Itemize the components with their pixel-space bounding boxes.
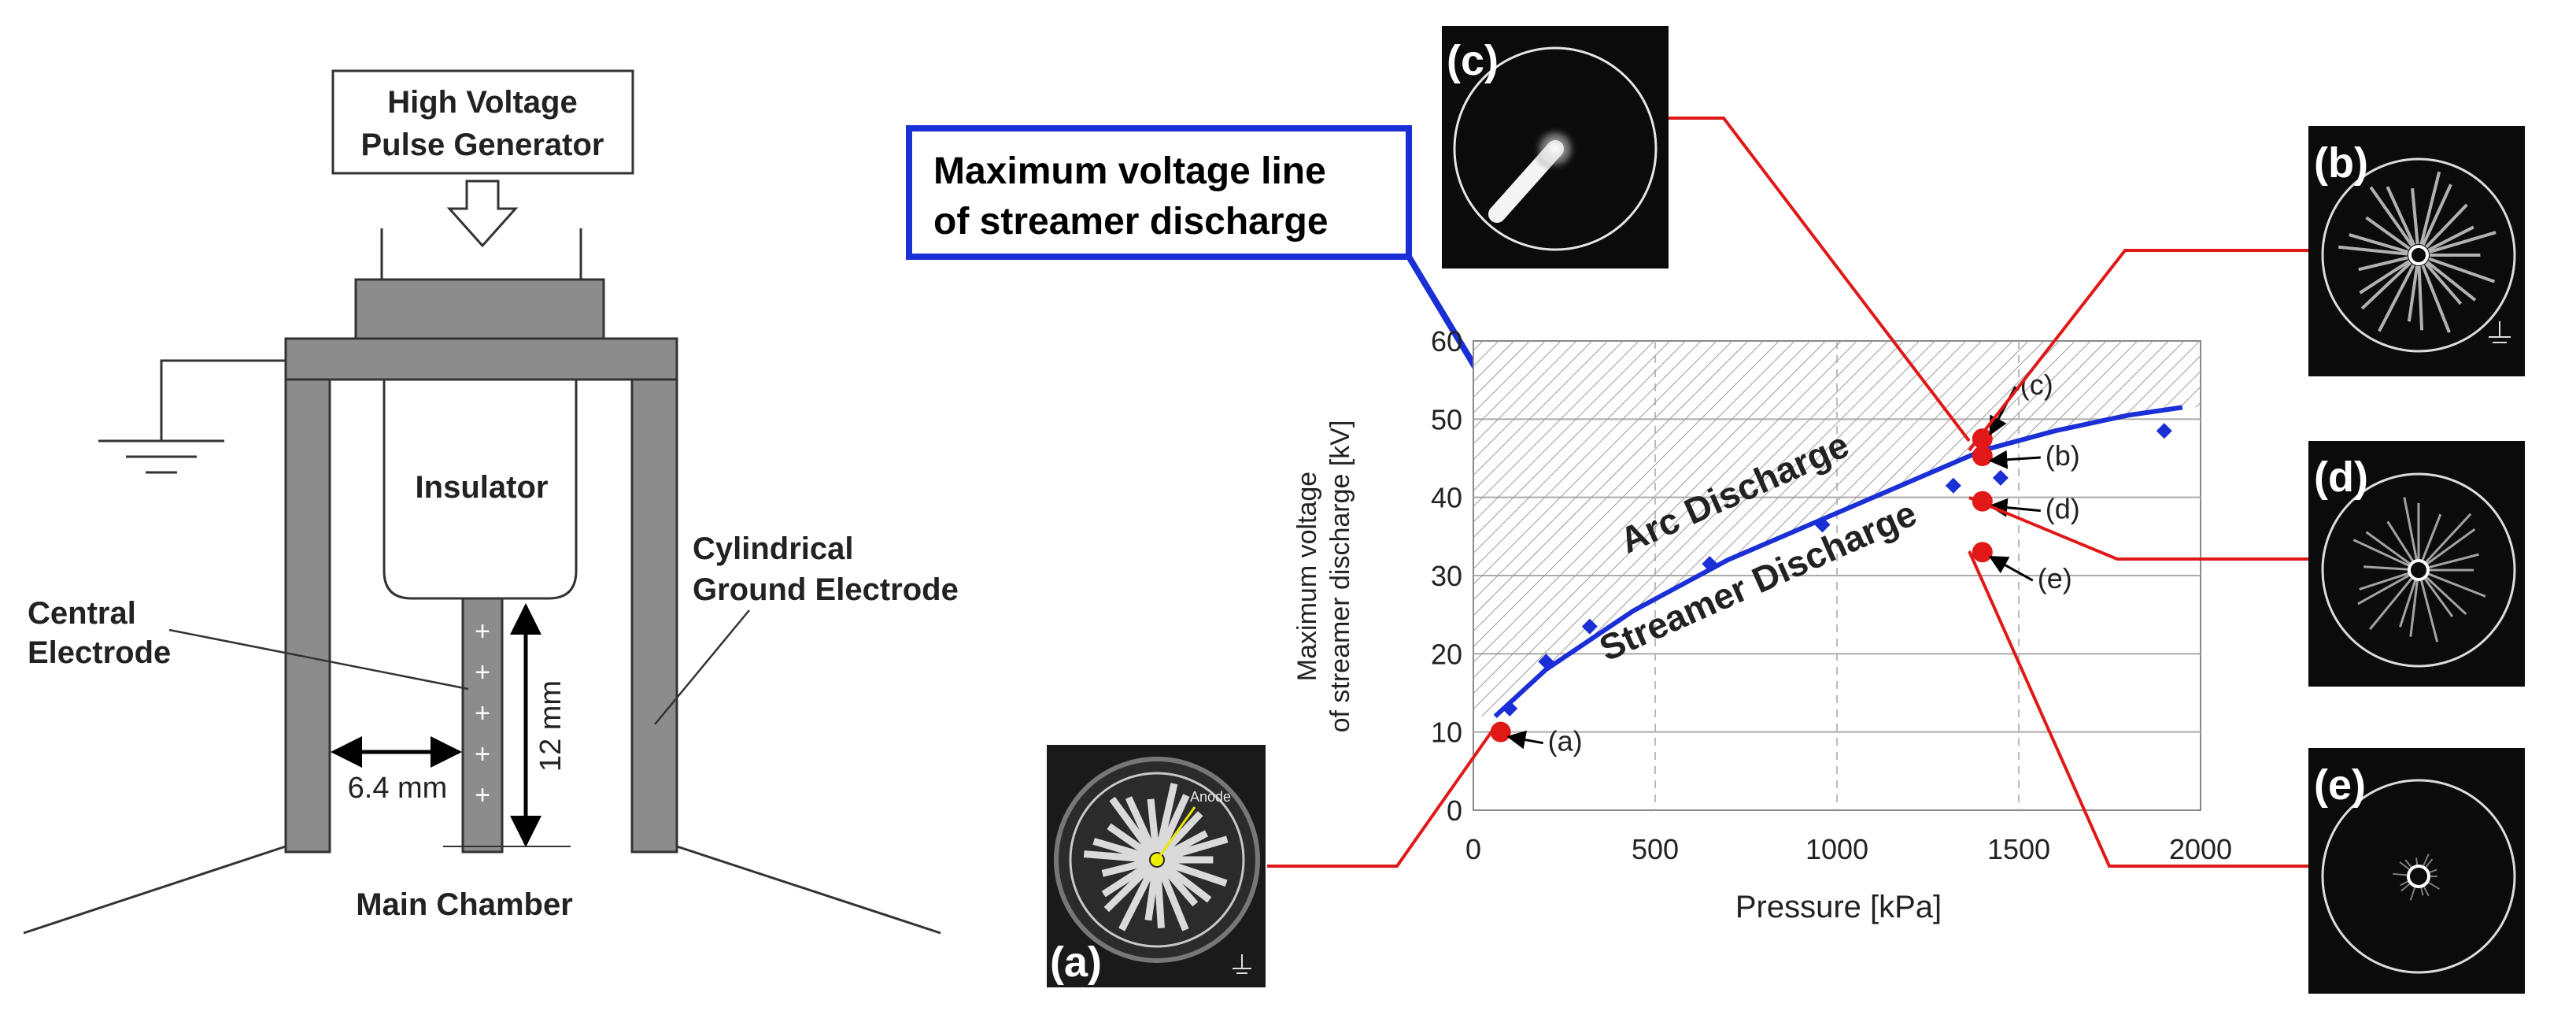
data-point <box>1702 556 1718 572</box>
highlight-label: (d) <box>2046 493 2080 525</box>
ground-wire <box>160 359 286 441</box>
connector-b <box>1968 249 2308 452</box>
ground-electrode-right <box>630 378 678 854</box>
plus-sign: + <box>475 657 490 687</box>
ground-electrode-left <box>284 378 331 854</box>
generator-box <box>331 69 634 175</box>
highlight-points: (a) (c) (b) (d) (e) <box>1490 368 2080 757</box>
photo-e-label: (e) <box>2314 761 2366 809</box>
y-tick-label: 20 <box>1431 638 1462 670</box>
data-point <box>1945 477 1961 494</box>
highlight-label: (c) <box>2020 368 2053 401</box>
y-tick-label: 60 <box>1431 325 1462 357</box>
callout-line-1: Maximum voltage line <box>933 150 1326 192</box>
data-point <box>1814 517 1831 533</box>
callout-line-2: of streamer discharge <box>933 201 1329 243</box>
data-point <box>1538 654 1554 670</box>
photo-d-label: (d) <box>2314 454 2368 501</box>
plus-sign: + <box>475 617 490 646</box>
callout-box <box>906 125 1412 260</box>
gap-label: 6.4 mm <box>348 772 448 805</box>
top-flange <box>354 278 605 340</box>
generator-label-2: Pulse Generator <box>360 128 604 162</box>
insulator-body <box>383 378 578 600</box>
chamber-wall-right <box>676 845 941 935</box>
down-arrow-icon <box>446 180 519 248</box>
connector-e <box>1968 550 2308 868</box>
highlight-label: (a) <box>1548 725 1583 757</box>
highlight-label: (e) <box>2038 562 2072 594</box>
x-axis-label: Pressure [kPa] <box>1735 890 1942 924</box>
photo-c: (c) <box>1442 26 1669 268</box>
ground-electrode-leader <box>654 609 750 725</box>
photo-d: (d) <box>2308 441 2525 687</box>
data-point <box>2156 423 2172 439</box>
y-tick-label: 30 <box>1431 560 1462 592</box>
highlight-arrow <box>1988 555 2034 582</box>
photo-a-label: (a) <box>1050 939 1102 986</box>
data-points <box>1502 423 2172 717</box>
data-point <box>1502 700 1518 717</box>
highlight-arrow <box>1988 450 2041 469</box>
plus-sign: + <box>475 739 490 769</box>
photo-c-label: (c) <box>1447 37 1499 84</box>
main-chamber-label: Main Chamber <box>356 887 573 922</box>
fit-curve <box>1493 405 2183 719</box>
ground-electrode-label-1: Cylindrical <box>693 531 854 566</box>
highlight-point <box>1490 721 1511 743</box>
x-tick-label: 0 <box>1465 833 1481 865</box>
max-voltage-callout: Maximum voltage line of streamer dischar… <box>906 125 1623 610</box>
y-tick-label: 10 <box>1431 717 1462 749</box>
ground-electrode-label-2: Ground Electrode <box>693 572 959 607</box>
anode-label: Anode <box>1190 789 1231 805</box>
central-electrode-label-2: Electrode <box>28 635 171 670</box>
connector-d <box>1968 496 2308 561</box>
red-connectors <box>1267 117 2308 868</box>
axis-ticks: 0 10 20 30 40 50 60 0 500 1000 1500 2000 <box>1431 325 2232 865</box>
insulator-label: Insulator <box>416 470 549 505</box>
chamber-wall-left <box>23 845 286 935</box>
y-axis-label-1: Maximum voltage <box>1292 472 1322 681</box>
highlight-label: (b) <box>2046 439 2080 472</box>
central-electrode-leader <box>168 628 469 691</box>
data-point <box>1581 618 1598 635</box>
highlight-point <box>1972 542 1993 563</box>
photo-a: Anode (a) <box>1047 745 1266 987</box>
plus-sign: + <box>475 698 490 728</box>
arc-region <box>1473 341 2201 717</box>
x-tick-label: 500 <box>1632 833 1679 865</box>
y-axis-label-2: of streamer discharge [kV] <box>1325 420 1355 733</box>
x-tick-label: 1000 <box>1805 833 1868 865</box>
electrode-charges: + + + + + <box>475 617 490 810</box>
generator-label-1: High Voltage <box>387 85 577 120</box>
connector-a <box>1267 729 1494 868</box>
central-electrode-label-1: Central <box>28 596 136 631</box>
photo-e: (e) <box>2308 748 2525 994</box>
central-electrode <box>461 597 504 854</box>
y-tick-label: 50 <box>1431 403 1462 435</box>
x-tick-label: 2000 <box>2169 833 2232 865</box>
apparatus-diagram: High Voltage Pulse Generator Insulator +… <box>23 69 959 935</box>
length-label: 12 mm <box>534 680 567 772</box>
data-point <box>1992 469 2009 486</box>
highlight-arrow <box>1506 730 1543 750</box>
photo-b-label: (b) <box>2314 139 2368 187</box>
highlight-point <box>1972 428 1993 450</box>
highlight-point <box>1972 446 1993 467</box>
y-tick-label: 0 <box>1447 794 1462 827</box>
plus-sign: + <box>475 780 490 810</box>
photo-b: (b) <box>2308 126 2525 376</box>
voltage-pressure-chart: 0 10 20 30 40 50 60 0 500 1000 1500 2000 Pressure [… <box>1292 325 2232 924</box>
x-tick-label: 1500 <box>1987 833 2050 865</box>
highlight-arrow <box>1988 498 2041 517</box>
y-tick-label: 40 <box>1431 482 1462 514</box>
connector-c <box>1669 117 1971 443</box>
top-plate <box>284 337 678 381</box>
